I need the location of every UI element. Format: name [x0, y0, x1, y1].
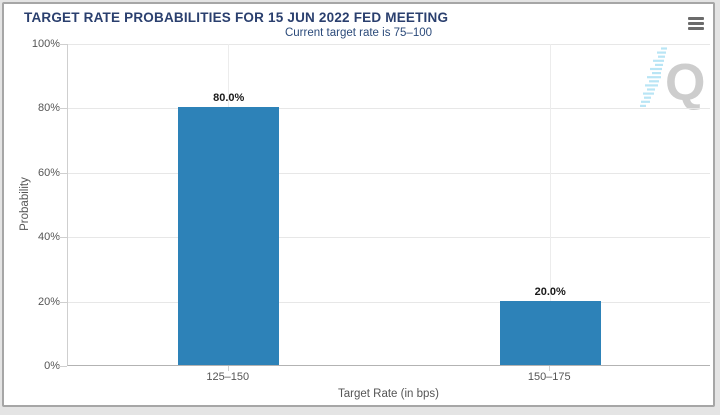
y-tick-label: 80% [37, 102, 60, 115]
x-axis-title: Target Rate (in bps) [338, 388, 439, 400]
gridline-horizontal [68, 301, 710, 303]
bar-value-label: 20.0% [534, 285, 566, 298]
y-tick-mark [58, 237, 67, 239]
chart-title: TARGET RATE PROBABILITIES FOR 15 JUN 202… [24, 10, 449, 25]
x-category-label: 150–175 [527, 371, 571, 383]
watermark-logo: Q [629, 44, 709, 112]
bar-125–150 [178, 107, 280, 365]
y-tick-mark [58, 301, 67, 303]
y-tick-mark [58, 366, 67, 367]
bar-value-label: 80.0% [213, 92, 245, 105]
watermark-letter: Q [665, 54, 705, 110]
y-tick-mark [58, 44, 67, 45]
y-tick-label: 100% [31, 38, 60, 50]
menu-button[interactable] [685, 13, 707, 33]
plot-area: Q 80.0% 20.0% [67, 44, 710, 366]
quikstrike-watermark-icon: Q [640, 47, 705, 112]
x-tick-mark [549, 366, 551, 371]
gridline-horizontal [68, 44, 710, 45]
gridline-vertical [549, 44, 551, 365]
gridline-horizontal [68, 237, 710, 239]
y-tick-label: 60% [37, 166, 60, 179]
y-tick-label: 40% [37, 231, 60, 244]
bar-150–175 [499, 300, 601, 365]
chart-subtitle: Current target rate is 75–100 [284, 27, 433, 39]
x-category-label: 125–150 [206, 371, 250, 383]
chart-card: TARGET RATE PROBABILITIES FOR 15 JUN 202… [2, 2, 715, 407]
watermark-dashes [640, 47, 667, 107]
y-axis-title: Probability [19, 177, 31, 231]
y-tick-mark [58, 172, 67, 174]
y-tick-label: 20% [37, 295, 60, 308]
y-tick-mark [58, 108, 67, 110]
x-tick-mark [227, 366, 229, 371]
y-tick-label: 0% [44, 360, 60, 372]
gridline-horizontal [68, 108, 710, 110]
gridline-horizontal [68, 172, 710, 174]
